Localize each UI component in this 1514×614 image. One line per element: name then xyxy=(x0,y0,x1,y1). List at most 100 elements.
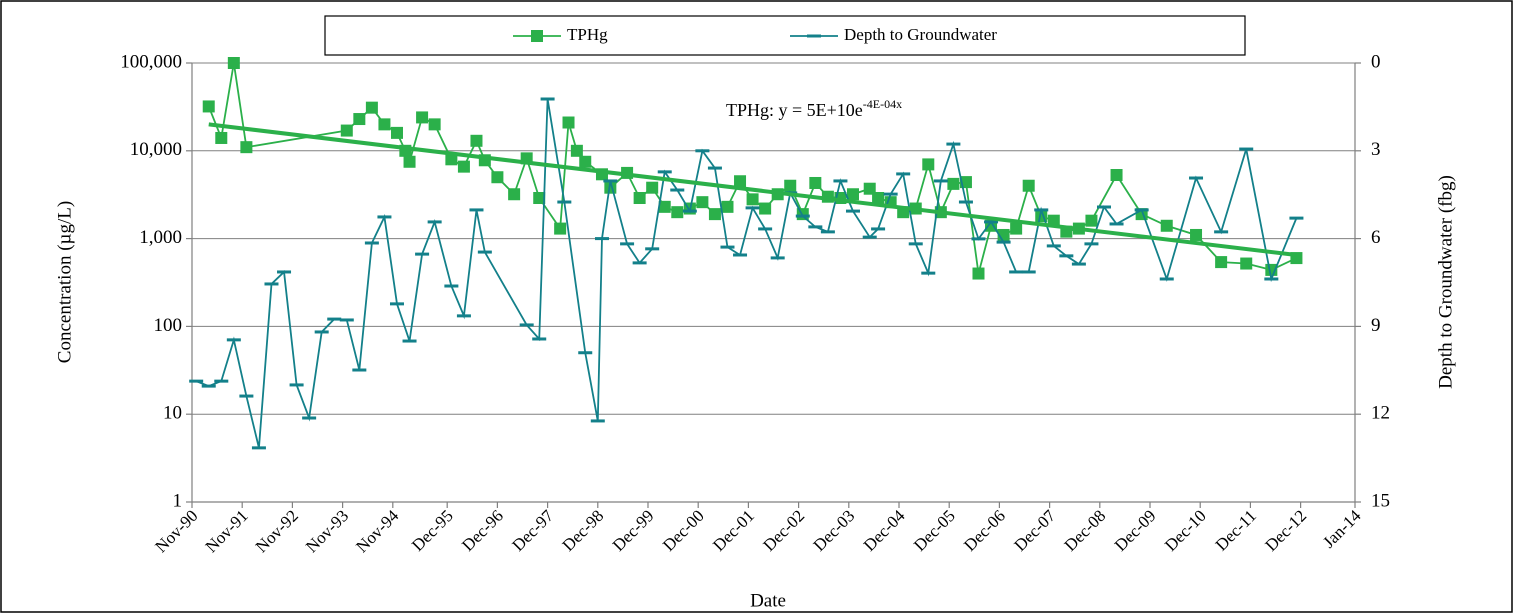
data-point xyxy=(795,214,810,218)
data-point xyxy=(1214,230,1229,234)
data-point xyxy=(1096,205,1111,209)
data-point xyxy=(708,208,721,221)
data-point xyxy=(533,192,546,205)
data-point xyxy=(302,416,317,420)
y2-tick-label: 3 xyxy=(1371,139,1381,160)
data-point xyxy=(721,200,734,213)
data-point xyxy=(445,153,458,166)
y-tick-label: 100,000 xyxy=(120,51,182,72)
y2-tick-label: 6 xyxy=(1371,227,1381,248)
data-point xyxy=(1046,244,1061,248)
data-point xyxy=(671,206,684,219)
data-point xyxy=(946,142,961,146)
data-point xyxy=(1215,256,1228,269)
data-point xyxy=(696,196,709,209)
data-point xyxy=(657,170,672,174)
data-point xyxy=(707,166,722,170)
data-point xyxy=(846,188,859,201)
data-point xyxy=(1134,208,1149,212)
data-point xyxy=(996,240,1011,244)
data-point xyxy=(378,118,391,131)
data-point xyxy=(770,256,785,260)
data-point xyxy=(532,337,547,341)
data-point xyxy=(1290,252,1303,265)
data-point xyxy=(557,200,572,204)
data-point xyxy=(365,101,378,114)
data-point xyxy=(1084,242,1099,246)
data-point xyxy=(353,113,366,126)
y-tick-label: 1 xyxy=(173,490,183,511)
trendline-label: TPHg: y = 5E+10e-4E-04x xyxy=(726,97,902,120)
data-point xyxy=(682,209,697,213)
data-point xyxy=(352,368,367,372)
data-point xyxy=(377,215,392,219)
y2-tick-label: 9 xyxy=(1371,315,1381,336)
data-point xyxy=(239,394,254,398)
data-point xyxy=(632,261,647,265)
data-point xyxy=(415,252,430,256)
data-point xyxy=(594,237,609,241)
data-point xyxy=(820,230,835,234)
data-point xyxy=(733,253,748,257)
data-point xyxy=(745,206,760,210)
data-point xyxy=(695,149,710,153)
data-point xyxy=(327,317,342,321)
data-point xyxy=(264,282,279,286)
data-point xyxy=(240,141,253,154)
data-point xyxy=(908,242,923,246)
data-point xyxy=(922,158,935,171)
data-point xyxy=(201,384,216,388)
data-point xyxy=(578,351,593,355)
data-point xyxy=(1109,222,1124,226)
data-point xyxy=(1022,179,1035,192)
data-point xyxy=(215,131,228,144)
trendline xyxy=(208,122,1297,258)
data-point xyxy=(808,225,823,229)
data-point xyxy=(403,155,416,168)
data-point xyxy=(1085,214,1098,227)
data-point xyxy=(1190,228,1203,241)
data-point xyxy=(562,116,575,129)
legend-marker xyxy=(807,34,821,38)
data-point xyxy=(1159,277,1174,281)
data-point xyxy=(883,192,898,196)
data-point xyxy=(1264,277,1279,281)
data-point xyxy=(491,171,504,184)
trendline-exponent: -4E-04x xyxy=(863,97,902,111)
data-point xyxy=(984,220,999,224)
data-point xyxy=(921,271,936,275)
data-point xyxy=(933,179,948,183)
y-axis-title: Concentration (µg/L) xyxy=(54,201,75,363)
data-point xyxy=(646,181,659,194)
legend-marker xyxy=(531,30,543,42)
data-point xyxy=(189,379,204,383)
data-point xyxy=(214,379,229,383)
data-point xyxy=(845,209,860,213)
data-point xyxy=(427,220,442,224)
data-point xyxy=(1059,254,1074,258)
data-point xyxy=(947,177,960,190)
data-point xyxy=(1240,257,1253,270)
data-point xyxy=(972,267,985,280)
data-point xyxy=(456,314,471,318)
data-point xyxy=(227,57,240,69)
data-point xyxy=(251,446,266,450)
y2-tick-label: 0 xyxy=(1371,51,1381,72)
data-point xyxy=(540,97,555,101)
x-axis-title: Date xyxy=(750,590,786,611)
legend-label: Depth to Groundwater xyxy=(844,25,997,44)
data-point xyxy=(784,179,797,192)
data-point xyxy=(633,192,646,205)
data-point xyxy=(720,245,735,249)
data-point xyxy=(570,144,583,157)
y-tick-label: 10,000 xyxy=(130,139,182,160)
data-point xyxy=(1009,270,1024,274)
data-point xyxy=(389,302,404,306)
data-point xyxy=(1021,270,1036,274)
data-point xyxy=(670,188,685,192)
data-point xyxy=(469,208,484,212)
data-point xyxy=(863,182,876,195)
y2-tick-label: 15 xyxy=(1371,490,1390,511)
